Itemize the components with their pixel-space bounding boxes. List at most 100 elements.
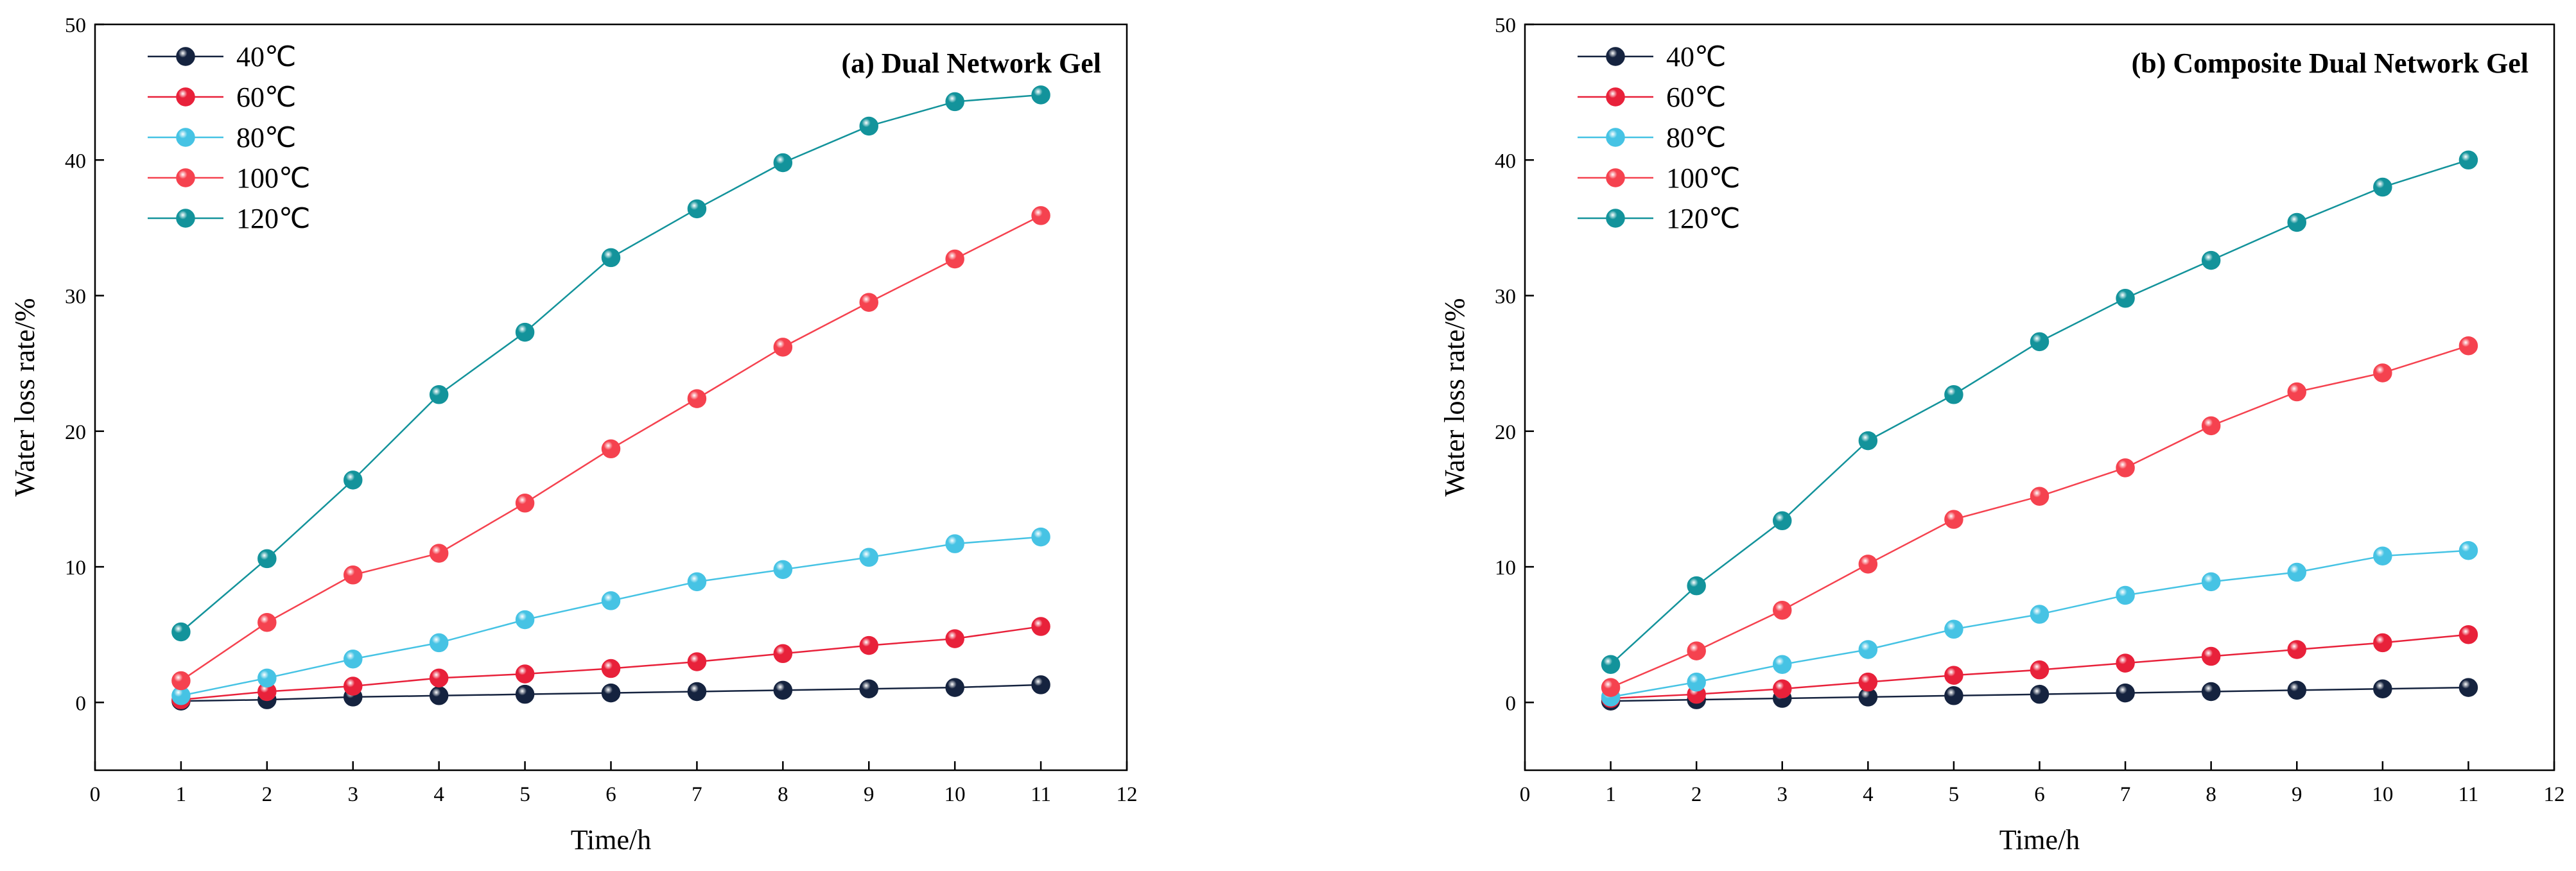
y-tick-label: 50 [65,14,86,37]
series-line [1610,345,2469,689]
x-tick-label: 3 [348,783,359,806]
panel-title: (b) Composite Dual Network Gel [2132,47,2528,79]
y-tick-label: 0 [76,692,87,715]
data-point [2030,487,2049,506]
data-point [2030,605,2049,624]
data-point [773,338,793,357]
x-tick-label: 7 [2120,783,2131,806]
data-point [1601,678,1621,697]
data-point [171,622,191,642]
legend-marker [176,47,195,66]
data-point [1858,640,1878,659]
data-point [601,248,621,268]
legend-marker [176,168,195,187]
series-100 [1601,336,2478,697]
data-point [515,610,535,630]
data-point [2287,382,2306,402]
x-tick-label: 9 [2292,783,2302,806]
data-point [1601,655,1621,674]
data-point [945,92,964,112]
legend-marker [1606,209,1625,228]
legend-marker [176,87,195,107]
data-point [1944,510,1963,529]
data-point [773,153,793,173]
data-point [344,677,363,696]
x-tick-label: 10 [2372,783,2393,806]
y-tick-label: 10 [65,556,86,580]
data-point [773,680,793,700]
x-tick-label: 8 [2206,783,2216,806]
data-point [1944,666,1963,685]
legend-marker [176,209,195,228]
data-point [2201,416,2221,436]
data-point [257,668,277,688]
data-point [2201,646,2221,666]
data-point [2373,177,2392,197]
legend-label: 60℃ [1666,82,1726,113]
legend-item-60: 60℃ [1578,82,1726,113]
data-point [2287,680,2306,700]
legend-item-60: 60℃ [148,82,296,113]
data-point [1773,655,1792,674]
data-point [859,679,878,698]
data-point [1031,617,1050,636]
data-point [429,668,449,688]
series-120 [1601,150,2478,674]
legend-marker [1606,87,1625,107]
y-tick-label: 10 [1495,556,1516,580]
data-point [945,249,964,269]
data-point [945,629,964,648]
data-point [2030,660,2049,680]
data-point [1944,619,1963,639]
data-point [2459,336,2478,356]
y-tick-label: 40 [65,150,86,173]
data-point [257,549,277,569]
panel-title: (a) Dual Network Gel [842,47,1102,79]
x-tick-label: 4 [1863,783,1874,806]
legend-marker [1606,168,1625,187]
data-point [515,494,535,513]
data-point [1944,385,1963,404]
x-tick-label: 6 [2034,783,2045,806]
data-point [687,199,707,219]
x-tick-label: 1 [176,783,187,806]
data-point [1687,576,1706,596]
data-point [2459,540,2478,560]
series-120 [171,85,1050,642]
x-tick-label: 8 [778,783,788,806]
legend-label: 40℃ [1666,41,1726,73]
x-tick-label: 2 [1691,783,1702,806]
data-point [1687,641,1706,660]
legend-marker [176,128,195,147]
y-tick-label: 30 [1495,286,1516,309]
data-point [1858,555,1878,574]
y-tick-label: 30 [65,286,86,309]
data-point [945,678,964,697]
data-point [344,650,363,669]
legend-label: 100℃ [236,162,310,194]
y-axis-title: Water loss rate/% [9,298,40,496]
series-line [1610,159,2469,666]
data-point [859,635,878,655]
y-tick-label: 20 [65,421,86,444]
data-point [1773,600,1792,620]
y-tick-label: 20 [1495,421,1516,444]
legend-marker [1606,47,1625,66]
x-tick-label: 4 [433,783,444,806]
data-point [2373,679,2392,698]
legend-item-80: 80℃ [148,122,296,153]
x-tick-label: 2 [262,783,273,806]
x-tick-label: 7 [692,783,702,806]
data-point [2373,633,2392,653]
data-point [2030,684,2049,704]
x-axis-title: Time/h [1999,824,2080,856]
data-point [601,683,621,703]
y-axis-title: Water loss rate/% [1439,298,1470,496]
data-point [687,682,707,702]
data-point [1031,675,1050,694]
data-point [429,544,449,563]
legend-label: 80℃ [1666,122,1726,153]
data-point [171,671,191,691]
x-tick-label: 0 [90,783,101,806]
data-point [2116,289,2135,308]
